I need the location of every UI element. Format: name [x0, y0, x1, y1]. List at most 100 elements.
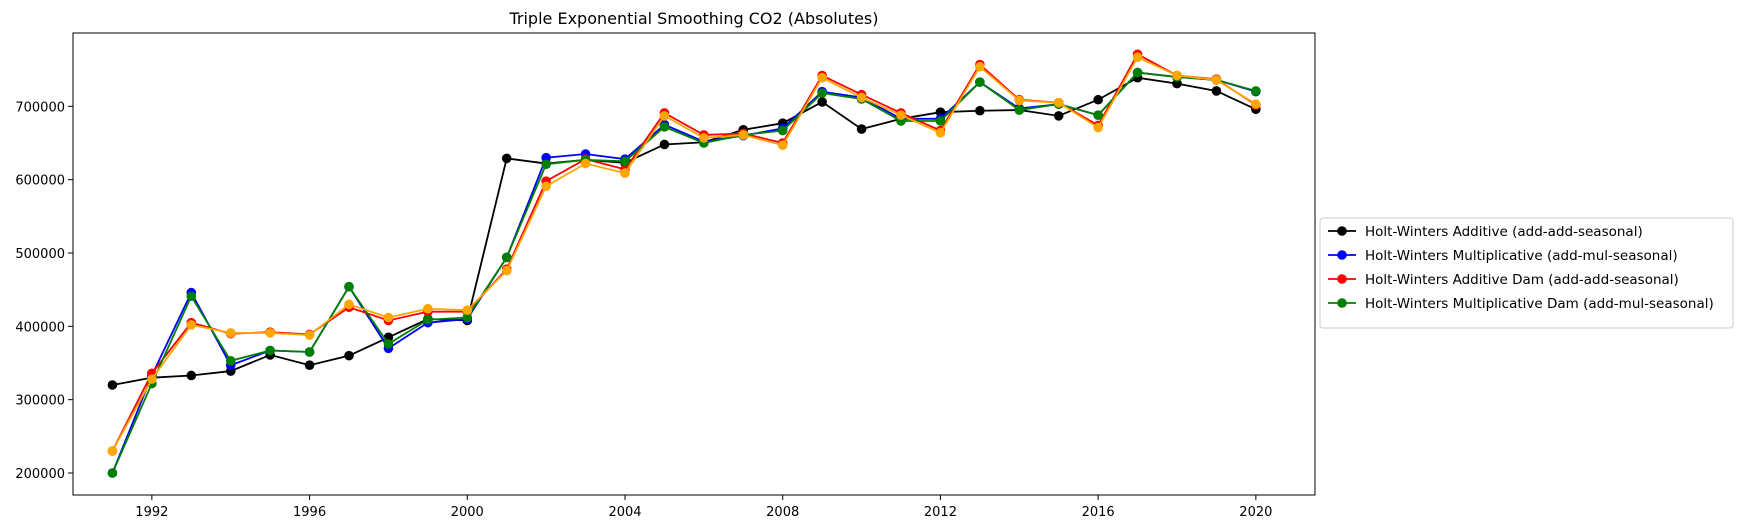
data-point	[501, 252, 512, 263]
data-point	[1053, 111, 1064, 121]
y-tick-label: 500000	[15, 247, 65, 262]
data-point	[225, 328, 236, 338]
y-tick-label: 600000	[15, 174, 65, 189]
data-point	[304, 347, 315, 357]
data-point	[265, 345, 275, 356]
legend-marker	[1337, 250, 1347, 260]
y-tick-label: 300000	[15, 394, 65, 409]
series-1	[107, 67, 1261, 478]
data-point	[1093, 94, 1103, 105]
data-point	[935, 107, 946, 117]
legend-label: Holt-Winters Additive (add-add-seasonal)	[1365, 224, 1643, 240]
data-point	[699, 133, 709, 143]
data-point	[541, 159, 551, 170]
legend-item: Holt-Winters Multiplicative (add-mul-sea…	[1328, 248, 1678, 264]
data-point	[580, 158, 591, 169]
data-point	[186, 291, 197, 302]
data-point	[541, 181, 551, 192]
data-point	[620, 168, 630, 178]
data-point	[225, 356, 236, 366]
data-point	[462, 312, 473, 323]
axes: 1992 1996 2000 2004 2008 2012 2016 2020 200000 30…	[15, 32, 1316, 520]
legend: Holt-Winters Additive (add-add-seasonal)…	[1319, 217, 1734, 329]
data-point	[1014, 95, 1025, 106]
x-tick-label: 2008	[766, 505, 799, 520]
legend-item: Holt-Winters Additive (add-add-seasonal)	[1328, 224, 1643, 240]
data-point	[107, 380, 118, 390]
data-point	[107, 468, 118, 478]
data-point	[107, 446, 118, 456]
data-point	[1132, 67, 1143, 78]
legend-box	[1319, 217, 1734, 329]
series-line	[112, 76, 1257, 386]
x-tick-label: 1992	[135, 505, 168, 520]
data-point	[1093, 122, 1103, 133]
data-point	[738, 130, 749, 140]
x-tick-label: 2016	[1082, 505, 1115, 520]
chart-title: Triple Exponential Smoothing CO2 (Absolu…	[508, 9, 878, 28]
data-point	[659, 139, 670, 150]
data-point	[541, 152, 551, 163]
data-point	[147, 374, 157, 384]
data-point	[856, 124, 867, 134]
series-overlay	[107, 52, 1261, 456]
data-point	[896, 110, 906, 120]
legend-marker	[1337, 226, 1347, 236]
data-point	[344, 281, 354, 292]
x-tick-label: 2000	[451, 505, 484, 520]
data-point	[304, 360, 315, 371]
data-point	[1211, 75, 1222, 85]
y-tick-label: 700000	[15, 100, 65, 115]
series-line	[111, 71, 1257, 474]
x-tick-label: 2012	[924, 505, 957, 520]
data-point	[975, 105, 985, 116]
data-point	[1172, 70, 1182, 81]
data-point	[1014, 105, 1025, 115]
data-point	[975, 77, 985, 87]
data-point	[344, 299, 354, 310]
y-tick-label: 200000	[15, 467, 65, 482]
data-point	[383, 312, 394, 323]
legend-item: Holt-Winters Additive Dam (add-add-seaso…	[1328, 272, 1679, 288]
data-point	[501, 265, 512, 276]
data-point	[265, 328, 275, 338]
plot-area	[107, 49, 1261, 478]
legend-marker	[1337, 298, 1347, 308]
data-point	[501, 153, 512, 164]
series-line	[111, 53, 1257, 452]
data-point	[344, 350, 354, 361]
legend-item: Holt-Winters Multiplicative Dam (add-mul…	[1328, 296, 1714, 312]
x-tick-label: 1996	[293, 505, 326, 520]
data-point	[620, 156, 630, 167]
y-tick-label: 400000	[15, 320, 65, 335]
series-3	[107, 67, 1261, 478]
legend-label: Holt-Winters Multiplicative Dam (add-mul…	[1365, 296, 1714, 312]
data-point	[1132, 52, 1143, 62]
data-point	[777, 140, 788, 150]
x-tick-label: 2020	[1239, 505, 1272, 520]
data-point	[186, 320, 197, 330]
data-point	[817, 72, 827, 83]
data-point	[935, 127, 946, 138]
data-point	[975, 61, 985, 72]
data-point	[423, 303, 433, 314]
data-point	[856, 92, 867, 103]
data-point	[817, 97, 827, 107]
data-point	[383, 339, 394, 349]
data-point	[1251, 86, 1261, 96]
series-2	[107, 49, 1261, 456]
data-point	[423, 314, 433, 325]
data-point	[1053, 97, 1064, 108]
data-point	[304, 330, 315, 340]
legend-label: Holt-Winters Multiplicative (add-mul-sea…	[1365, 248, 1678, 264]
series-line	[111, 56, 1257, 452]
data-point	[935, 116, 946, 126]
data-point	[1211, 86, 1222, 96]
data-point	[777, 125, 788, 136]
data-point	[817, 88, 827, 98]
data-point	[659, 122, 670, 132]
legend-marker	[1337, 274, 1347, 284]
legend-label: Holt-Winters Additive Dam (add-add-seaso…	[1365, 272, 1679, 288]
plot-frame	[72, 32, 1316, 496]
